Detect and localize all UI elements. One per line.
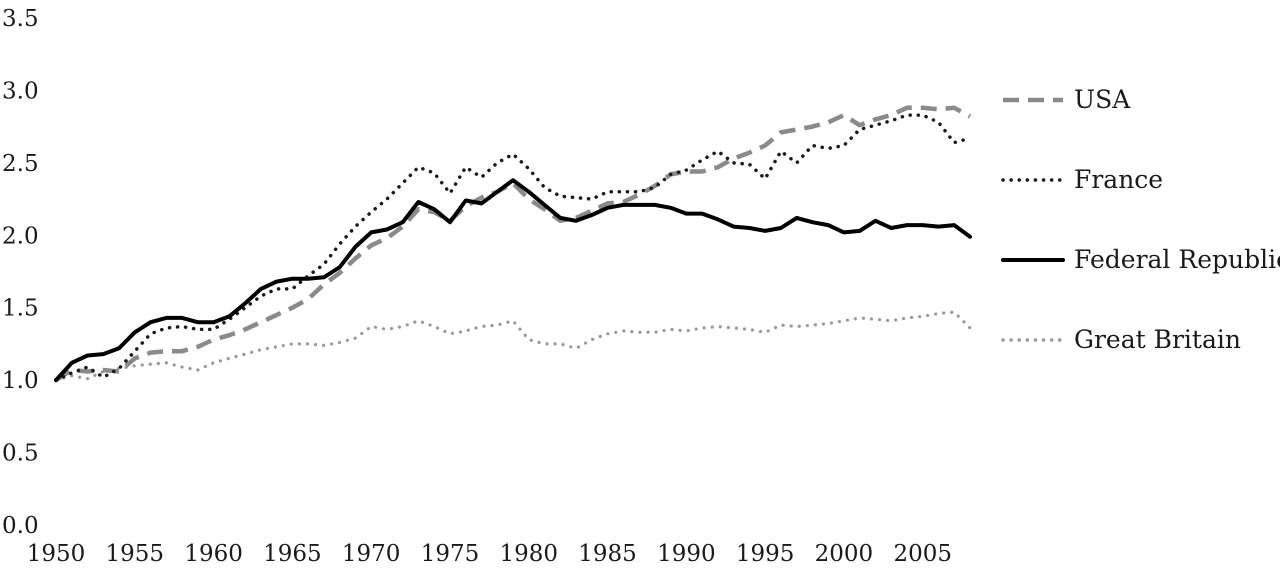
x-tick-label: 1990	[657, 541, 716, 567]
x-tick-label: 1975	[421, 541, 480, 567]
legend-label-usa: USA	[1074, 85, 1131, 114]
series-lines	[54, 105, 972, 383]
series-line-france	[54, 113, 972, 382]
y-tick-label: 0.5	[2, 441, 39, 467]
x-tick-label: 1955	[106, 541, 165, 567]
y-tick-label: 3.0	[2, 78, 39, 104]
y-tick-label: 1.0	[2, 368, 39, 394]
legend-label-federal-republic: Federal Republic	[1074, 245, 1280, 274]
x-tick-label: 2005	[893, 541, 952, 567]
x-tick-label: 1985	[578, 541, 637, 567]
y-tick-label: 1.5	[2, 296, 39, 322]
x-tick-label: 1950	[27, 541, 86, 567]
y-tick-label: 0.0	[2, 513, 39, 539]
y-tick-label: 2.0	[2, 223, 39, 249]
x-tick-label: 1970	[342, 541, 401, 567]
x-tick-label: 1960	[184, 541, 243, 567]
y-axis-ticks: 0.0 0.5 1.0 1.5 2.0 2.5 3.0 3.5	[2, 6, 39, 539]
x-axis-ticks: 1950 1955 1960 1965 1970 1975 1980 1985 1990 1995…	[27, 541, 952, 567]
series-line-federal-republic	[54, 178, 972, 383]
y-tick-label: 2.5	[2, 151, 39, 177]
legend: USA France Federal Republic Great Britain	[1001, 85, 1280, 354]
legend-label-great-britain: Great Britain	[1074, 325, 1241, 354]
series-line-usa	[54, 105, 972, 382]
x-tick-label: 2000	[815, 541, 874, 567]
x-tick-label: 1995	[736, 541, 795, 567]
y-tick-label: 3.5	[2, 6, 39, 32]
legend-label-france: France	[1074, 165, 1163, 194]
x-tick-label: 1965	[263, 541, 322, 567]
x-tick-label: 1980	[499, 541, 558, 567]
